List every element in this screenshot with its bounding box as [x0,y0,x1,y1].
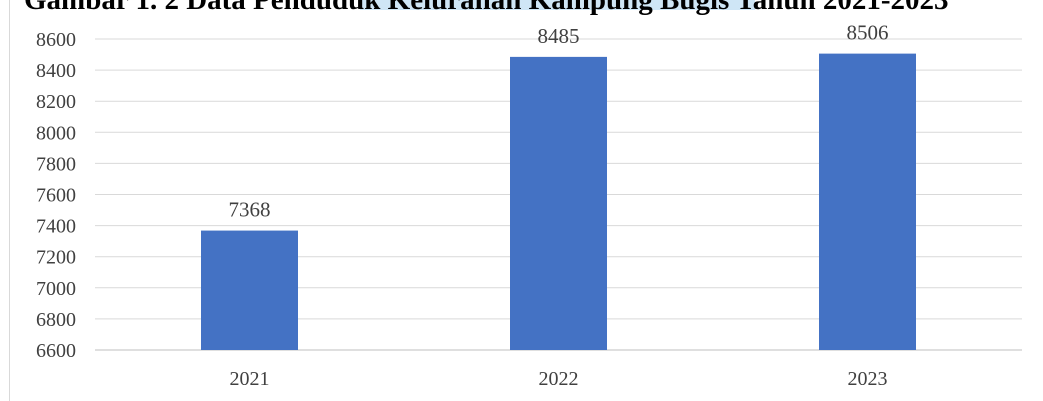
data-label: 8485 [538,24,580,48]
y-tick-label: 8600 [36,29,76,51]
y-tick-label: 6800 [36,309,76,331]
x-tick-label: 2022 [539,368,579,390]
data-label: 8506 [847,21,889,45]
y-tick-label: 7800 [36,153,76,175]
chart-left-border [9,0,10,401]
x-tick-label: 2021 [230,368,270,390]
bar-2022 [510,56,607,350]
y-tick-label: 7000 [36,278,76,300]
y-tick-label: 8400 [36,60,76,82]
bar-2023 [819,53,916,350]
y-tick-label: 7200 [36,247,76,269]
y-tick-label: 8000 [36,122,76,144]
title-highlight [360,0,755,10]
y-tick-label: 7600 [36,185,76,207]
y-tick-label: 6600 [36,340,76,362]
y-tick-label: 7400 [36,216,76,238]
y-tick-label: 8200 [36,91,76,113]
data-label: 7368 [229,198,271,222]
bar-2021 [201,230,298,350]
chart-title: Gambar 1. 2 Data Penduduk Kelurahan Kamp… [24,0,949,16]
x-tick-label: 2023 [848,368,888,390]
